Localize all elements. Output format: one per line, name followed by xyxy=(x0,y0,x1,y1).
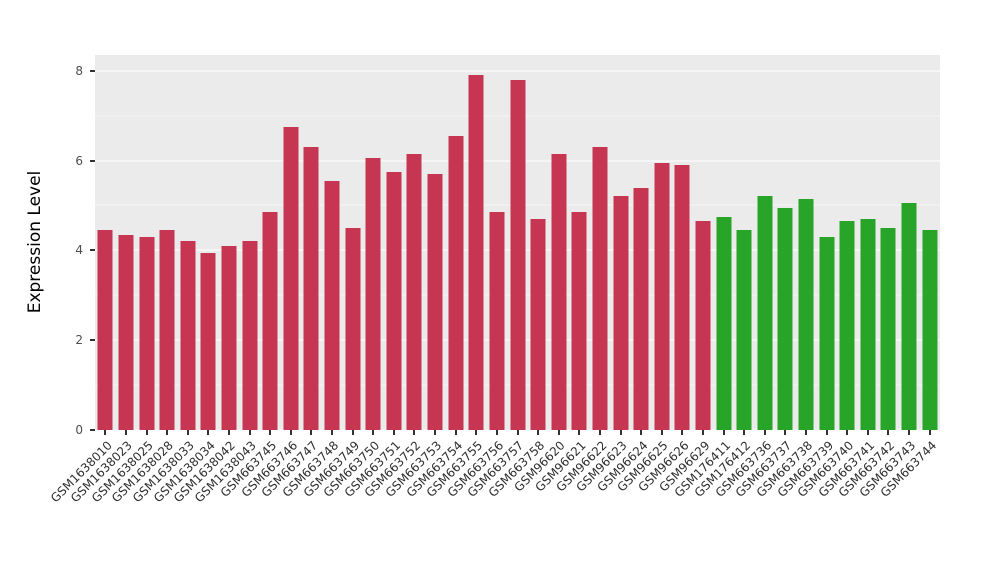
bar-GSM663745 xyxy=(262,212,278,430)
x-tick-mark xyxy=(248,430,251,435)
bar-GSM96629 xyxy=(695,221,711,430)
bar-GSM663741 xyxy=(860,218,876,430)
x-tick-mark xyxy=(207,430,210,435)
bar-GSM663756 xyxy=(489,212,505,430)
x-tick-mark xyxy=(846,430,849,435)
x-tick-mark xyxy=(227,430,230,435)
x-tick-mark xyxy=(310,430,313,435)
x-tick-mark xyxy=(434,430,437,435)
x-tick-mark xyxy=(825,430,828,435)
bar-GSM96622 xyxy=(592,147,608,430)
y-tick-mark xyxy=(90,339,95,342)
x-tick-mark xyxy=(640,430,643,435)
bar-GSM663747 xyxy=(303,147,319,430)
y-tick-label: 4 xyxy=(75,243,83,258)
x-tick-mark xyxy=(331,430,333,435)
bars xyxy=(95,55,940,430)
bar-GSM96621 xyxy=(571,212,587,430)
x-tick-mark xyxy=(743,430,746,435)
bar-GSM96625 xyxy=(654,162,670,430)
x-tick-mark xyxy=(784,430,787,435)
bar-GSM663737 xyxy=(777,207,793,430)
x-tick-mark xyxy=(269,430,272,435)
x-tick-mark xyxy=(124,430,127,435)
x-tick-mark xyxy=(289,430,292,435)
x-tick-mark xyxy=(104,430,107,435)
bar-GSM663751 xyxy=(386,171,402,430)
x-tick-mark xyxy=(701,430,704,435)
x-tick-mark xyxy=(351,430,354,435)
bar-GSM1638033 xyxy=(180,241,196,430)
bar-GSM663739 xyxy=(819,236,835,430)
x-tick-mark xyxy=(908,430,911,435)
x-tick-mark xyxy=(928,430,931,435)
x-tick-mark xyxy=(495,430,498,435)
bar-GSM1638043 xyxy=(242,241,258,430)
bar-GSM176411 xyxy=(716,216,732,430)
y-axis: 0 2 4 6 8 xyxy=(0,55,95,436)
y-tick-label: 6 xyxy=(75,153,83,168)
bar-GSM96626 xyxy=(674,165,690,430)
bar-GSM176412 xyxy=(736,230,752,430)
bar-GSM96620 xyxy=(551,153,567,430)
x-tick-mark xyxy=(805,430,808,435)
x-tick-mark xyxy=(186,430,189,435)
bar-GSM1638010 xyxy=(97,230,113,430)
bar-GSM663749 xyxy=(345,227,361,430)
bar-GSM663753 xyxy=(427,174,443,430)
bar-GSM1638034 xyxy=(200,252,216,430)
y-tick-mark xyxy=(90,249,95,252)
x-tick-mark xyxy=(145,430,148,435)
bar-GSM663736 xyxy=(757,196,773,430)
x-tick-mark xyxy=(516,430,519,435)
bar-GSM663752 xyxy=(406,153,422,430)
bar-GSM663748 xyxy=(324,180,340,430)
bar-GSM663746 xyxy=(283,126,299,430)
x-tick-mark xyxy=(660,430,663,435)
bar-GSM663744 xyxy=(922,230,938,430)
x-tick-mark xyxy=(763,430,766,435)
y-tick-mark xyxy=(90,69,95,72)
bar-GSM663743 xyxy=(901,203,917,430)
x-tick-mark xyxy=(372,430,375,435)
bar-GSM663754 xyxy=(448,135,464,430)
x-tick-mark xyxy=(578,430,581,435)
x-tick-mark xyxy=(413,430,416,435)
x-tick-mark xyxy=(454,430,457,435)
bar-GSM96623 xyxy=(613,196,629,430)
x-tick-mark xyxy=(475,430,478,435)
bar-GSM663755 xyxy=(468,75,484,430)
plot-panel xyxy=(95,55,940,431)
x-tick-mark xyxy=(557,430,560,435)
y-tick-label: 8 xyxy=(75,63,83,78)
bar-GSM1638025 xyxy=(139,236,155,430)
x-tick-mark xyxy=(166,430,169,435)
y-tick-label: 0 xyxy=(75,423,83,437)
bar-GSM663757 xyxy=(510,79,525,430)
x-tick-mark xyxy=(392,430,395,435)
bar-GSM1638042 xyxy=(221,245,237,430)
y-tick-mark xyxy=(90,429,95,431)
y-tick-mark xyxy=(90,159,95,162)
bar-GSM1638028 xyxy=(159,230,175,430)
x-tick-mark xyxy=(887,430,890,435)
bar-GSM663758 xyxy=(530,218,546,430)
major-gridline xyxy=(95,70,940,72)
x-axis: GSM1638010 GSM1638023 GSM1638025 GSM1638028… xyxy=(48,430,940,580)
bar-GSM663750 xyxy=(365,158,381,430)
bar-GSM663742 xyxy=(880,227,896,430)
bar-GSM1638023 xyxy=(118,234,134,430)
bar-GSM663740 xyxy=(839,221,855,430)
y-tick-label: 2 xyxy=(75,333,83,348)
x-tick-mark xyxy=(681,430,684,435)
x-tick-mark xyxy=(537,430,540,435)
x-tick-mark xyxy=(722,430,725,435)
x-tick-mark xyxy=(619,430,622,435)
x-tick-mark xyxy=(598,430,601,435)
bar-GSM96624 xyxy=(633,187,649,430)
bar-GSM663738 xyxy=(798,198,814,430)
x-tick-mark xyxy=(866,430,869,435)
